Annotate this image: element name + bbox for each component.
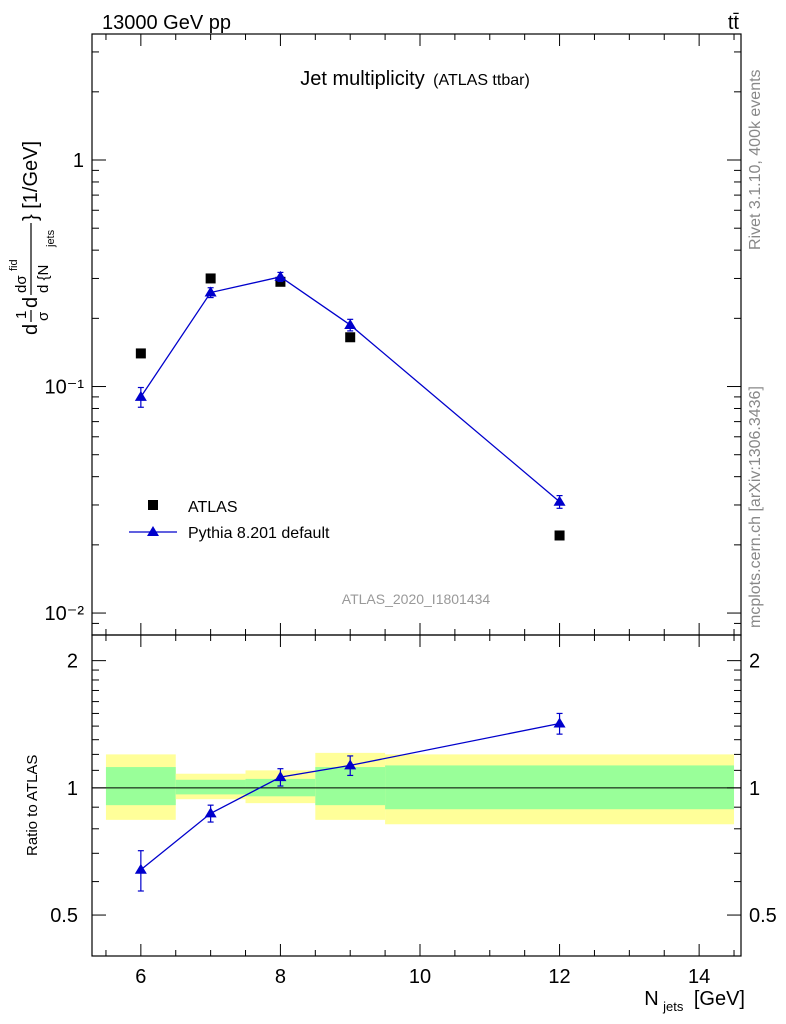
ratio-pythia-data-point (134, 863, 147, 874)
ratio-y-tick-label-left: 2 (67, 651, 78, 673)
band-inner-4 (385, 765, 735, 810)
svg-text:d: d (20, 324, 42, 335)
legend-marker-pythia (147, 526, 159, 536)
ratio-y-tick-label-right: 0.5 (749, 905, 777, 927)
atlas-data-point (554, 530, 565, 541)
main-panel-frame (91, 33, 742, 636)
chart-subtitle: (ATLAS ttbar) (433, 72, 530, 89)
ratio-pythia-data-point (553, 717, 566, 728)
main-y-tick-label: 1 (73, 150, 84, 172)
x-tick-label: 6 (135, 966, 146, 988)
chart-title: Jet multiplicity (300, 68, 424, 90)
ratio-panel-frame (91, 634, 742, 957)
ratio-y-axis-label: Ratio to ATLAS (24, 755, 41, 856)
pythia-line (140, 276, 560, 503)
chart-title-group: Jet multiplicity (ATLAS ttbar) (300, 68, 530, 90)
legend-marker-atlas (148, 500, 158, 510)
pythia-data-point (274, 270, 287, 281)
atlas-data-point (135, 348, 146, 359)
plot-frames (91, 33, 742, 957)
pythia-data-point (344, 318, 357, 329)
atlas-data-point (345, 332, 356, 343)
ratio-pythia-data-point (274, 771, 287, 782)
analysis-watermark: ATLAS_2020_I1801434 (342, 591, 491, 607)
x-axis-label: N jets [GeV] (644, 988, 745, 1015)
y-label-frac2-sup: fid (8, 259, 20, 271)
y-label-d2: d (20, 297, 42, 308)
pythia-data-point (134, 390, 147, 401)
x-label-main: N (644, 988, 658, 1010)
ratio-pythia-data-point (204, 807, 217, 818)
ratio-y-tick-label-left: 1 (67, 778, 78, 800)
main-y-tick-label: 10⁻¹ (45, 377, 85, 399)
x-tick-label: 10 (409, 966, 431, 988)
legend-label-pythia: Pythia 8.201 default (188, 525, 330, 542)
rivet-version-label: Rivet 3.1.10, 400k events (747, 69, 764, 250)
pythia-data-point (204, 286, 217, 297)
ratio-y-tick-label-right: 1 (749, 778, 760, 800)
x-label-sub: jets (662, 999, 684, 1014)
ratio-y-tick-label-left: 0.5 (50, 905, 78, 927)
uncertainty-bands (105, 752, 735, 825)
process-label: tt̄ (728, 12, 740, 34)
data-series (134, 270, 566, 892)
y-label-frac2-sub: jets (45, 229, 57, 248)
main-y-axis-label: d 1 σ d dσ fid d {N jets } [1/GeV] (8, 141, 57, 335)
atlas-data-point (205, 273, 216, 284)
y-label-frac1-num: 1 (13, 311, 30, 319)
axis-ticks (92, 34, 741, 956)
main-y-tick-label: 10⁻² (45, 603, 85, 625)
y-label-suffix: } [1/GeV] (20, 141, 42, 221)
x-tick-label: 14 (688, 966, 710, 988)
y-label-d1: d (20, 324, 42, 335)
x-label-suffix: [GeV] (694, 988, 745, 1010)
band-inner-1 (175, 779, 246, 795)
energy-label: 13000 GeV pp (102, 12, 231, 34)
x-tick-label: 12 (548, 966, 570, 988)
mcplots-label: mcplots.cern.ch [arXiv:1306.3436] (747, 386, 764, 628)
legend: ATLAS Pythia 8.201 default (129, 499, 330, 542)
y-label-frac2-num: dσ (13, 275, 30, 293)
y-label-frac1-den: σ (35, 311, 52, 321)
x-tick-label: 8 (275, 966, 286, 988)
band-inner-0 (105, 767, 176, 806)
y-label-frac2-den: d {N (35, 265, 52, 293)
ratio-pythia-data-point (344, 759, 357, 770)
ratio-y-tick-label-right: 2 (749, 651, 760, 673)
pythia-data-point (553, 495, 566, 506)
legend-label-atlas: ATLAS (188, 499, 238, 516)
